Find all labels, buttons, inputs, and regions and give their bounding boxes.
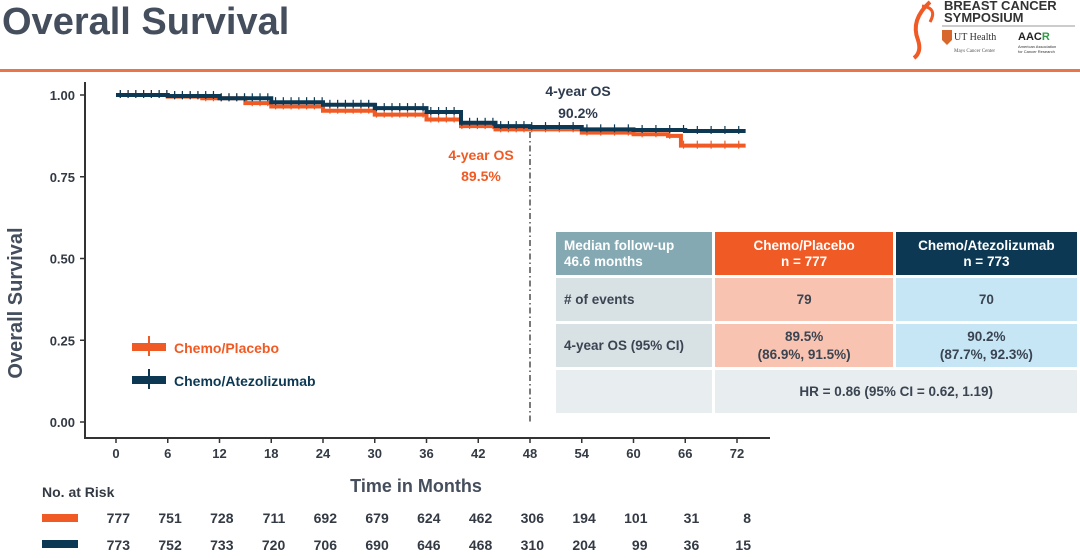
svg-text:Mays Cancer Center: Mays Cancer Center (954, 49, 995, 54)
x-tick-label: 30 (368, 446, 382, 461)
legend-label-placebo: Chemo/Placebo (174, 340, 279, 356)
risk-count-atezo: 15 (735, 537, 751, 553)
svg-text:BREAST CANCER: BREAST CANCER (944, 0, 1057, 13)
risk-count-atezo: 99 (631, 537, 648, 553)
risk-count-atezo: 773 (106, 537, 130, 553)
x-tick-label: 60 (626, 446, 640, 461)
row-label: 4-year OS (95% CI) (556, 324, 713, 367)
risk-count-atezo: 720 (261, 537, 286, 553)
legend-label-atezo: Chemo/Atezolizumab (174, 373, 316, 389)
risk-count-atezo: 706 (313, 537, 337, 553)
svg-text:for Cancer Research: for Cancer Research (1018, 49, 1055, 54)
x-tick-label: 36 (419, 446, 433, 461)
placebo-events: 79 (715, 278, 893, 321)
y-tick-label: 1.00 (50, 88, 75, 103)
page-title: Overall Survival (2, 1, 290, 43)
risk-count-placebo: 728 (210, 510, 234, 526)
risk-count-atezo: 690 (365, 537, 389, 553)
table-row: # of events 79 70 (556, 278, 1077, 321)
risk-count-placebo: 777 (106, 510, 130, 526)
risk-swatch-placebo (42, 514, 78, 522)
summary-table: Median follow-up 46.6 months Chemo/Placeb… (553, 229, 1080, 416)
y-tick-label: 0.50 (50, 252, 75, 267)
risk-count-placebo: 692 (313, 510, 337, 526)
followup-header: Median follow-up 46.6 months (556, 232, 713, 275)
x-tick-label: 72 (730, 446, 744, 461)
atezo-annotation-value: 90.2% (558, 105, 598, 121)
risk-count-atezo: 733 (210, 537, 234, 553)
risk-count-placebo: 624 (417, 510, 441, 526)
risk-count-placebo: 679 (365, 510, 389, 526)
risk-count-placebo: 751 (158, 510, 182, 526)
x-tick-label: 6 (164, 446, 171, 461)
survival-curve-atezo (116, 93, 746, 133)
risk-count-placebo: 462 (468, 510, 493, 526)
svg-text:UT Health: UT Health (954, 32, 996, 43)
risk-swatch-atezo (42, 540, 78, 548)
x-tick-label: 54 (575, 446, 590, 461)
risk-count-atezo: 646 (417, 537, 441, 553)
x-tick-label: 18 (264, 446, 278, 461)
hazard-ratio: HR = 0.86 (95% CI = 0.62, 1.19) (715, 370, 1077, 413)
risk-count-atezo: 36 (683, 537, 700, 553)
placebo-header: Chemo/Placebo n = 777 (715, 232, 893, 275)
y-tick-label: 0.75 (50, 170, 75, 185)
x-axis-label: Time in Months (350, 476, 482, 496)
x-tick-label: 66 (678, 446, 692, 461)
risk-count-placebo: 31 (683, 510, 700, 526)
svg-text:AACR: AACR (1018, 31, 1050, 43)
x-tick-label: 48 (523, 446, 537, 461)
x-tick-label: 42 (471, 446, 485, 461)
placebo-annotation-label: 4-year OS (448, 147, 513, 163)
risk-count-placebo: 306 (520, 510, 544, 526)
placebo-annotation-value: 89.5% (461, 168, 501, 184)
x-tick-label: 0 (112, 446, 119, 461)
risk-count-atezo: 310 (520, 537, 544, 553)
atezo-events: 70 (895, 278, 1077, 321)
atezo-os: 90.2% (87.7%, 92.3%) (895, 324, 1077, 367)
x-tick-label: 12 (212, 446, 226, 461)
y-axis-label: Overall Survival (5, 227, 27, 378)
atezo-annotation-label: 4-year OS (545, 83, 610, 99)
risk-count-atezo: 752 (158, 537, 182, 553)
table-row: HR = 0.86 (95% CI = 0.62, 1.19) (556, 370, 1077, 413)
risk-title: No. at Risk (42, 484, 115, 500)
risk-count-placebo: 711 (262, 510, 286, 526)
table-row: 4-year OS (95% CI) 89.5% (86.9%, 91.5%) 9… (556, 324, 1077, 367)
legend: Chemo/Placebo Chemo/Atezolizumab (132, 336, 316, 389)
risk-count-atezo: 204 (572, 537, 596, 553)
atezo-header: Chemo/Atezolizumab n = 773 (895, 232, 1077, 275)
risk-count-placebo: 8 (743, 510, 751, 526)
svg-text:SYMPOSIUM: SYMPOSIUM (944, 10, 1023, 25)
symposium-logo: BREAST CANCER SYMPOSIUM UT Health Mays C… (912, 0, 1075, 60)
y-tick-label: 0.25 (50, 333, 75, 348)
x-tick-label: 24 (316, 446, 331, 461)
km-plot: 0.00 0.25 0.50 0.75 1.00 0 6 12 18 24 30 36 42 48 54 60… (5, 82, 770, 496)
risk-count-atezo: 468 (468, 537, 493, 553)
y-tick-label: 0.00 (50, 415, 75, 430)
svg-text:American Association: American Association (1018, 44, 1056, 49)
placebo-os: 89.5% (86.9%, 91.5%) (715, 324, 893, 367)
row-label: # of events (556, 278, 713, 321)
risk-count-placebo: 194 (572, 510, 596, 526)
risk-count-placebo: 101 (624, 510, 648, 526)
title-divider (0, 69, 1080, 72)
